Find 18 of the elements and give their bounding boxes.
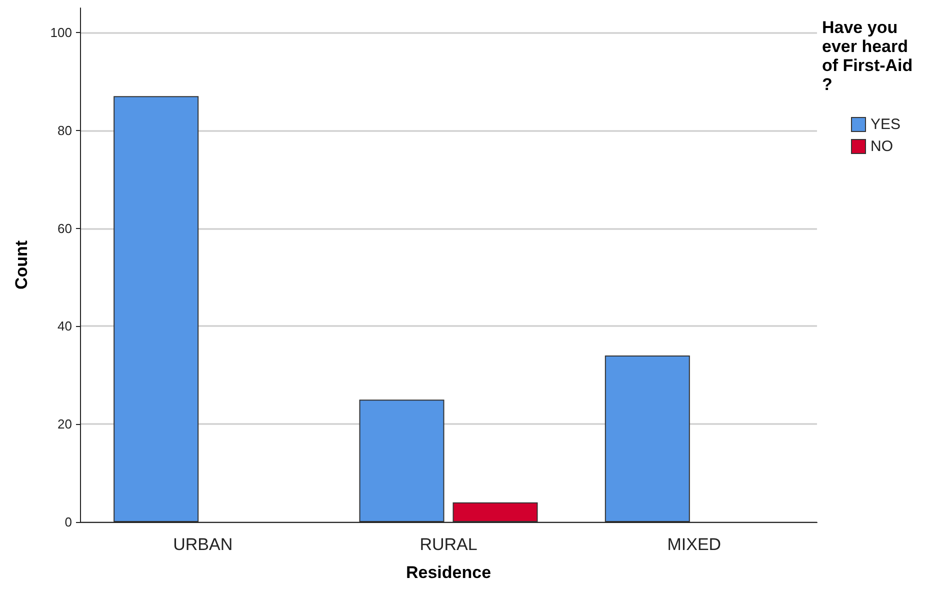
x-tick-label: URBAN: [173, 535, 233, 554]
y-tick-label: 20: [58, 416, 72, 432]
bar: [114, 96, 199, 522]
y-tick-label: 40: [58, 318, 72, 334]
y-tick-label: 60: [58, 220, 72, 236]
x-axis-title: Residence: [406, 563, 492, 582]
legend-label: YES: [870, 116, 901, 133]
y-tick-label: 80: [58, 122, 72, 138]
legend-title: Have you ever heard of First-Aid?: [822, 18, 913, 94]
bar: [604, 356, 690, 522]
y-tick-label: 100: [50, 24, 72, 40]
x-tick-label: RURAL: [420, 535, 478, 554]
legend-label: NO: [870, 138, 893, 155]
y-tick-label: 0: [64, 514, 72, 530]
y-axis-title: Count: [12, 240, 31, 290]
bar: [452, 502, 538, 522]
bar: [359, 400, 444, 522]
x-tick-label: MIXED: [667, 535, 722, 554]
